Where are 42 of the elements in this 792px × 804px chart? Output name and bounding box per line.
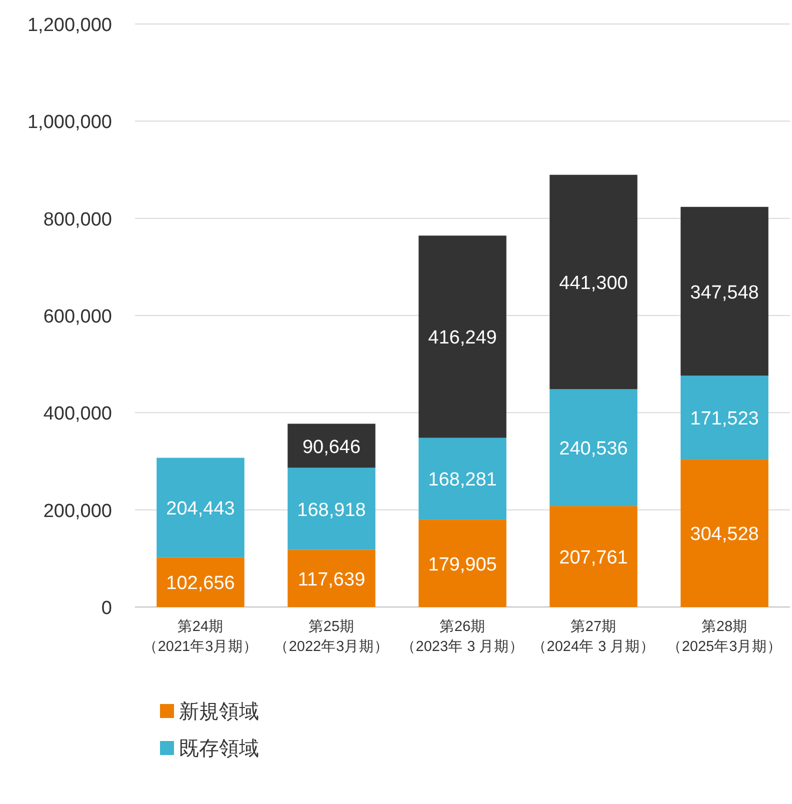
x-tick-label: 第28期（2025年3月期）	[666, 618, 782, 655]
bar	[288, 468, 376, 550]
bar	[418, 438, 506, 520]
bar	[156, 557, 244, 607]
data-label: 179,905	[428, 554, 497, 576]
data-label: 168,918	[297, 500, 366, 521]
data-label: 441,300	[559, 273, 628, 294]
bar	[550, 389, 638, 506]
data-label: 204,443	[166, 498, 235, 520]
data-label: 168,281	[428, 470, 497, 491]
data-label: 416,249	[428, 328, 497, 349]
data-label: 207,761	[559, 548, 628, 569]
legend-label: 新規領域	[179, 701, 259, 723]
x-tick-label: 第25期（2022年3月期）	[274, 618, 390, 655]
data-label: 304,528	[690, 524, 759, 546]
bar	[680, 459, 768, 607]
bar	[680, 206, 768, 376]
legend-label: 既存領域	[179, 738, 259, 760]
data-label: 347,548	[690, 282, 759, 304]
y-tick-label: 1,200,000	[27, 15, 112, 36]
x-tick-label: 第27期（2024年 3 月期）	[532, 618, 656, 655]
y-tick-label: 600,000	[43, 306, 112, 328]
y-tick-label: 200,000	[43, 500, 112, 522]
data-label: 171,523	[690, 408, 759, 430]
x-tick-label: 第24期（2021年3月期）	[142, 618, 258, 655]
y-tick-label: 400,000	[43, 404, 112, 425]
bar	[288, 550, 376, 607]
y-tick-label: 800,000	[43, 209, 112, 230]
data-label: 240,536	[559, 438, 628, 460]
x-tick-label: 第26期（2023年 3 月期）	[400, 618, 524, 655]
data-label: 90,646	[302, 436, 361, 458]
bar	[550, 174, 638, 390]
bar	[680, 376, 768, 460]
bar	[550, 506, 638, 607]
bar	[418, 236, 506, 438]
y-tick-label: 1,000,000	[27, 112, 112, 134]
data-label: 117,639	[298, 569, 366, 590]
bar	[156, 458, 244, 558]
bar	[288, 424, 376, 468]
data-label: 102,656	[166, 573, 235, 594]
y-tick-label: 0	[101, 598, 112, 619]
bar	[418, 520, 506, 607]
